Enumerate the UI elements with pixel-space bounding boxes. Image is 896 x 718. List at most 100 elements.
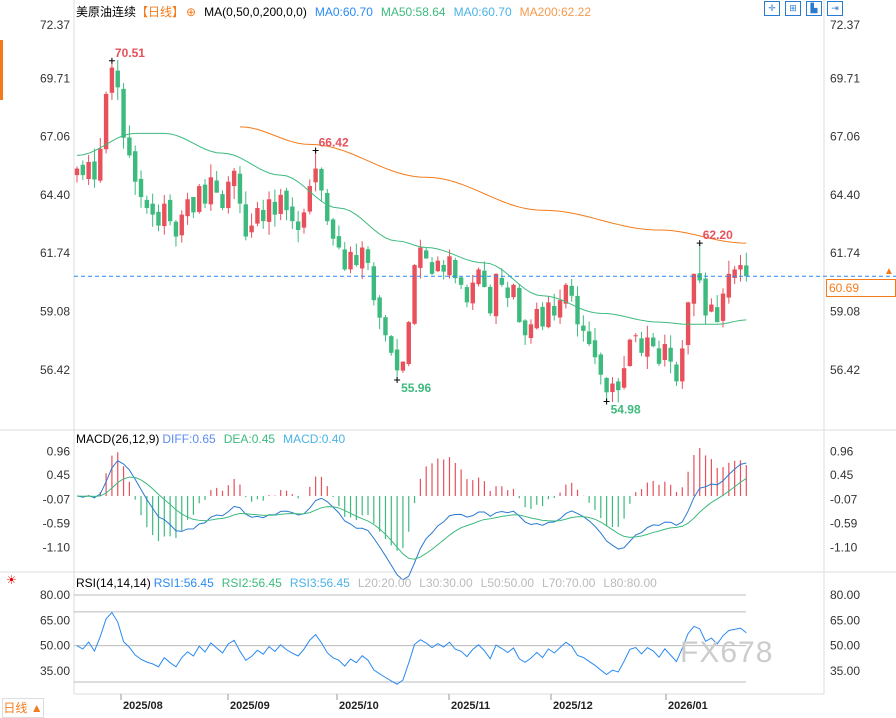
candle-body: [191, 196, 196, 213]
price-tick-left: 64.40: [40, 188, 70, 202]
candle-body: [406, 322, 411, 365]
candle-body: [179, 214, 184, 236]
rsi-header: RSI(14,14,14) RSI1:56.45 RSI2:56.45 RSI3:56…: [76, 576, 665, 590]
candle-body: [511, 284, 516, 298]
candle-body: [156, 211, 161, 226]
macd-tick-right: -0.59: [830, 516, 858, 530]
watermark: FX678: [680, 636, 774, 669]
candle-body: [488, 286, 493, 314]
candle-body: [453, 260, 458, 279]
zoom-range-icon[interactable]: ⊞: [785, 1, 801, 16]
x-axis-label: 2026/01: [668, 700, 708, 712]
l80-value: L80:80.00: [603, 576, 657, 590]
rsi-tick-right: 50.00: [830, 639, 860, 653]
candle-body: [499, 277, 505, 285]
candle-body: [383, 317, 388, 336]
ma50-line: [76, 132, 747, 325]
rsi2-value: RSI2:56.45: [221, 576, 282, 590]
settings-icon[interactable]: ⊕: [186, 5, 197, 19]
price-tick-left: 69.71: [40, 71, 70, 85]
extreme-label: 54.98: [611, 403, 641, 417]
crosshair-icon[interactable]: ✛: [764, 1, 780, 16]
candle-body: [732, 269, 737, 278]
candle-body: [197, 186, 202, 212]
rsi-label: RSI(14,14,14): [76, 576, 151, 590]
candle-body: [365, 249, 371, 263]
rsi-tick-left: 65.00: [40, 613, 70, 627]
scroll-up-icon[interactable]: ▲: [884, 266, 894, 277]
x-axis-label: 2025/12: [553, 700, 593, 712]
dea-line: [76, 476, 747, 560]
price-tick-left: 67.06: [40, 130, 70, 144]
candle-body: [656, 348, 662, 364]
candle-body: [348, 251, 353, 270]
candle-body: [598, 354, 603, 375]
period-tab[interactable]: 日线 ▲: [2, 698, 44, 718]
extreme-marker: [603, 398, 610, 405]
candle-body: [610, 383, 615, 393]
candle-body: [278, 194, 283, 214]
candle-body: [505, 287, 510, 298]
candle-body: [98, 148, 103, 181]
candle-body: [709, 304, 714, 312]
candle-body: [202, 184, 208, 204]
price-tick-left: 56.42: [40, 363, 70, 377]
candle-body: [592, 340, 598, 358]
candle-body: [307, 186, 312, 212]
candle-body: [703, 278, 708, 316]
candle-body: [214, 180, 219, 193]
candle-body: [685, 302, 691, 345]
l30-value: L30:30.00: [419, 576, 473, 590]
diff-line: [76, 460, 747, 581]
candle-body: [377, 297, 382, 318]
candle-body: [231, 170, 237, 187]
candle-body: [237, 173, 243, 204]
chart-header: 美原油连续【日线】 ⊕ MA(0,50,0,200,0,0) MA0:60.70 MA5…: [76, 3, 599, 20]
step-icon[interactable]: ▙: [806, 1, 822, 16]
price-tick-right: 69.71: [830, 71, 860, 85]
candle-body: [185, 199, 190, 217]
indicator-icon[interactable]: ☀: [6, 573, 17, 587]
candle-body: [290, 206, 295, 222]
candle-body: [493, 273, 499, 317]
candle-body: [424, 250, 429, 259]
candle-body: [138, 178, 144, 198]
candle-body: [726, 273, 732, 298]
rsi-tick-left: 35.00: [40, 664, 70, 678]
candle-body: [557, 300, 563, 318]
candle-body: [359, 247, 365, 269]
candle-body: [540, 306, 545, 327]
dea-value: DEA:0.45: [223, 432, 276, 446]
candle-body: [616, 381, 621, 391]
exit-icon[interactable]: ⇥: [827, 1, 843, 16]
candle-body: [226, 181, 231, 209]
candle-body: [313, 168, 318, 183]
price-tick-left: 59.08: [40, 305, 70, 319]
candle-body: [458, 277, 464, 285]
macd-tick-right: 0.45: [830, 468, 854, 482]
candle-body: [301, 212, 307, 228]
candle-body: [261, 209, 266, 222]
candle-body: [150, 203, 155, 215]
extreme-label: 66.42: [319, 136, 349, 150]
candle-body: [412, 265, 417, 324]
candle-body: [109, 67, 115, 93]
candle-body: [604, 377, 609, 393]
candle-body: [470, 282, 475, 304]
price-tick-left: 61.74: [40, 246, 70, 260]
candle-body: [162, 203, 167, 227]
period-label[interactable]: 【日线】: [136, 5, 185, 19]
rsi-tick-right: 80.00: [830, 588, 860, 602]
candle-body: [272, 201, 278, 215]
rsi-tick-left: 80.00: [40, 588, 70, 602]
candle-body: [674, 364, 679, 382]
candle-body: [715, 307, 720, 323]
macd-tick-left: 0.45: [47, 468, 71, 482]
candle-body: [133, 151, 138, 182]
candle-body: [441, 264, 446, 272]
candle-body: [528, 324, 534, 339]
price-tick-left: 72.37: [40, 18, 70, 32]
macd-tick-left: 0.96: [47, 444, 71, 458]
price-tick-right: 59.08: [830, 305, 860, 319]
